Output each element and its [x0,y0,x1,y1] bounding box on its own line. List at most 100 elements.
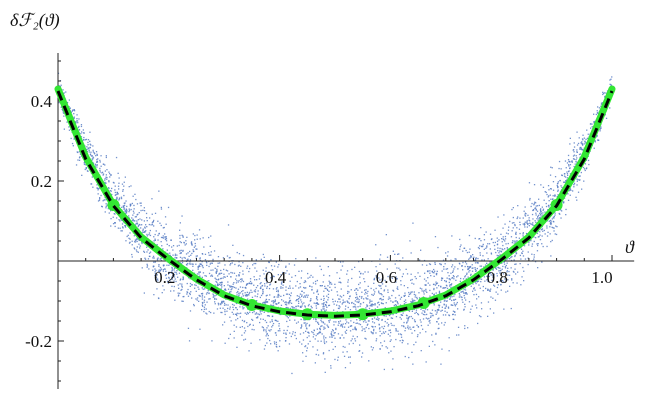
scatter-point [186,262,189,265]
scatter-point [298,302,300,304]
scatter-point [235,307,237,309]
scatter-point [286,293,289,295]
scatter-point [247,283,249,285]
scatter-point [395,276,397,278]
scatter-point [342,326,344,328]
scatter-point [96,161,99,163]
scatter-point [495,251,497,254]
scatter-point [527,251,529,253]
scatter-point [524,214,526,216]
scatter-point [99,159,101,162]
scatter-point [533,236,535,238]
scatter-point [586,129,588,131]
scatter-point [156,258,159,260]
scatter-point [318,323,320,325]
scatter-point [277,266,279,268]
scatter-point [332,330,334,332]
scatter-point [368,327,370,330]
scatter-point [214,297,216,300]
scatter-point [262,293,264,295]
scatter-point [237,281,239,283]
scatter-point [279,330,281,332]
scatter-point [201,294,204,296]
scatter-point [604,92,606,94]
scatter-point [238,294,240,296]
scatter-point [268,271,270,273]
scatter-point [437,246,439,249]
scatter-point [94,163,96,165]
scatter-point [424,311,426,313]
scatter-point [487,258,489,260]
scatter-point [493,312,495,314]
scatter-point [475,304,477,306]
scatter-point [372,321,374,323]
scatter-point [486,262,488,264]
scatter-point [125,208,127,211]
scatter-point [320,285,322,287]
scatter-point [127,234,129,236]
scatter-point [557,189,559,191]
scatter-point [89,143,91,145]
scatter-point [181,286,183,288]
scatter-point [176,257,178,259]
scatter-point [116,217,118,219]
scatter-point [180,278,182,280]
scatter-point [445,268,447,270]
scatter-point [214,301,216,303]
scatter-point [329,336,331,338]
scatter-point [609,79,611,81]
scatter-point [152,269,154,271]
scatter-point [578,175,580,177]
scatter-point [538,204,540,207]
scatter-point [225,289,227,291]
scatter-point [224,264,226,266]
scatter-point [474,281,476,283]
scatter-point [426,270,429,272]
scatter-point [204,304,206,306]
scatter-point [180,263,183,265]
scatter-point [206,262,208,264]
scatter-point [201,287,203,289]
scatter-point [387,325,389,327]
scatter-point [195,263,197,265]
scatter-point [118,219,120,221]
scatter-point [114,222,116,224]
scatter-point [237,288,240,290]
scatter-point [464,289,467,291]
scatter-point [373,304,375,306]
scatter-point [211,340,213,342]
scatter-point [387,289,389,291]
scatter-point [135,249,138,251]
scatter-point [219,262,221,264]
scatter-point [464,261,467,263]
scatter-point [372,333,374,335]
scatter-point [464,306,466,308]
scatter-point [171,269,173,271]
scatter-point [75,164,78,166]
scatter-point [468,258,470,260]
scatter-point [120,230,122,232]
scatter-point [553,227,555,229]
scatter-point [242,286,244,289]
scatter-point [233,282,235,284]
scatter-point [576,161,578,163]
scatter-point [365,307,367,309]
scatter-point [561,210,563,212]
y-tick-label: -0.2 [25,332,52,351]
scatter-point [272,304,275,306]
scatter-point [487,275,489,278]
scatter-point [157,257,159,259]
scatter-point [572,149,574,151]
scatter-point [465,299,467,301]
scatter-point [272,324,274,327]
scatter-point [155,276,158,278]
scatter-point [429,272,431,274]
scatter-point [389,340,391,342]
scatter-point [99,171,101,173]
scatter-point [374,304,376,306]
scatter-point [561,174,563,176]
scatter-point [164,268,166,270]
scatter-point [466,251,469,254]
scatter-point [578,179,581,181]
scatter-point [423,291,425,293]
